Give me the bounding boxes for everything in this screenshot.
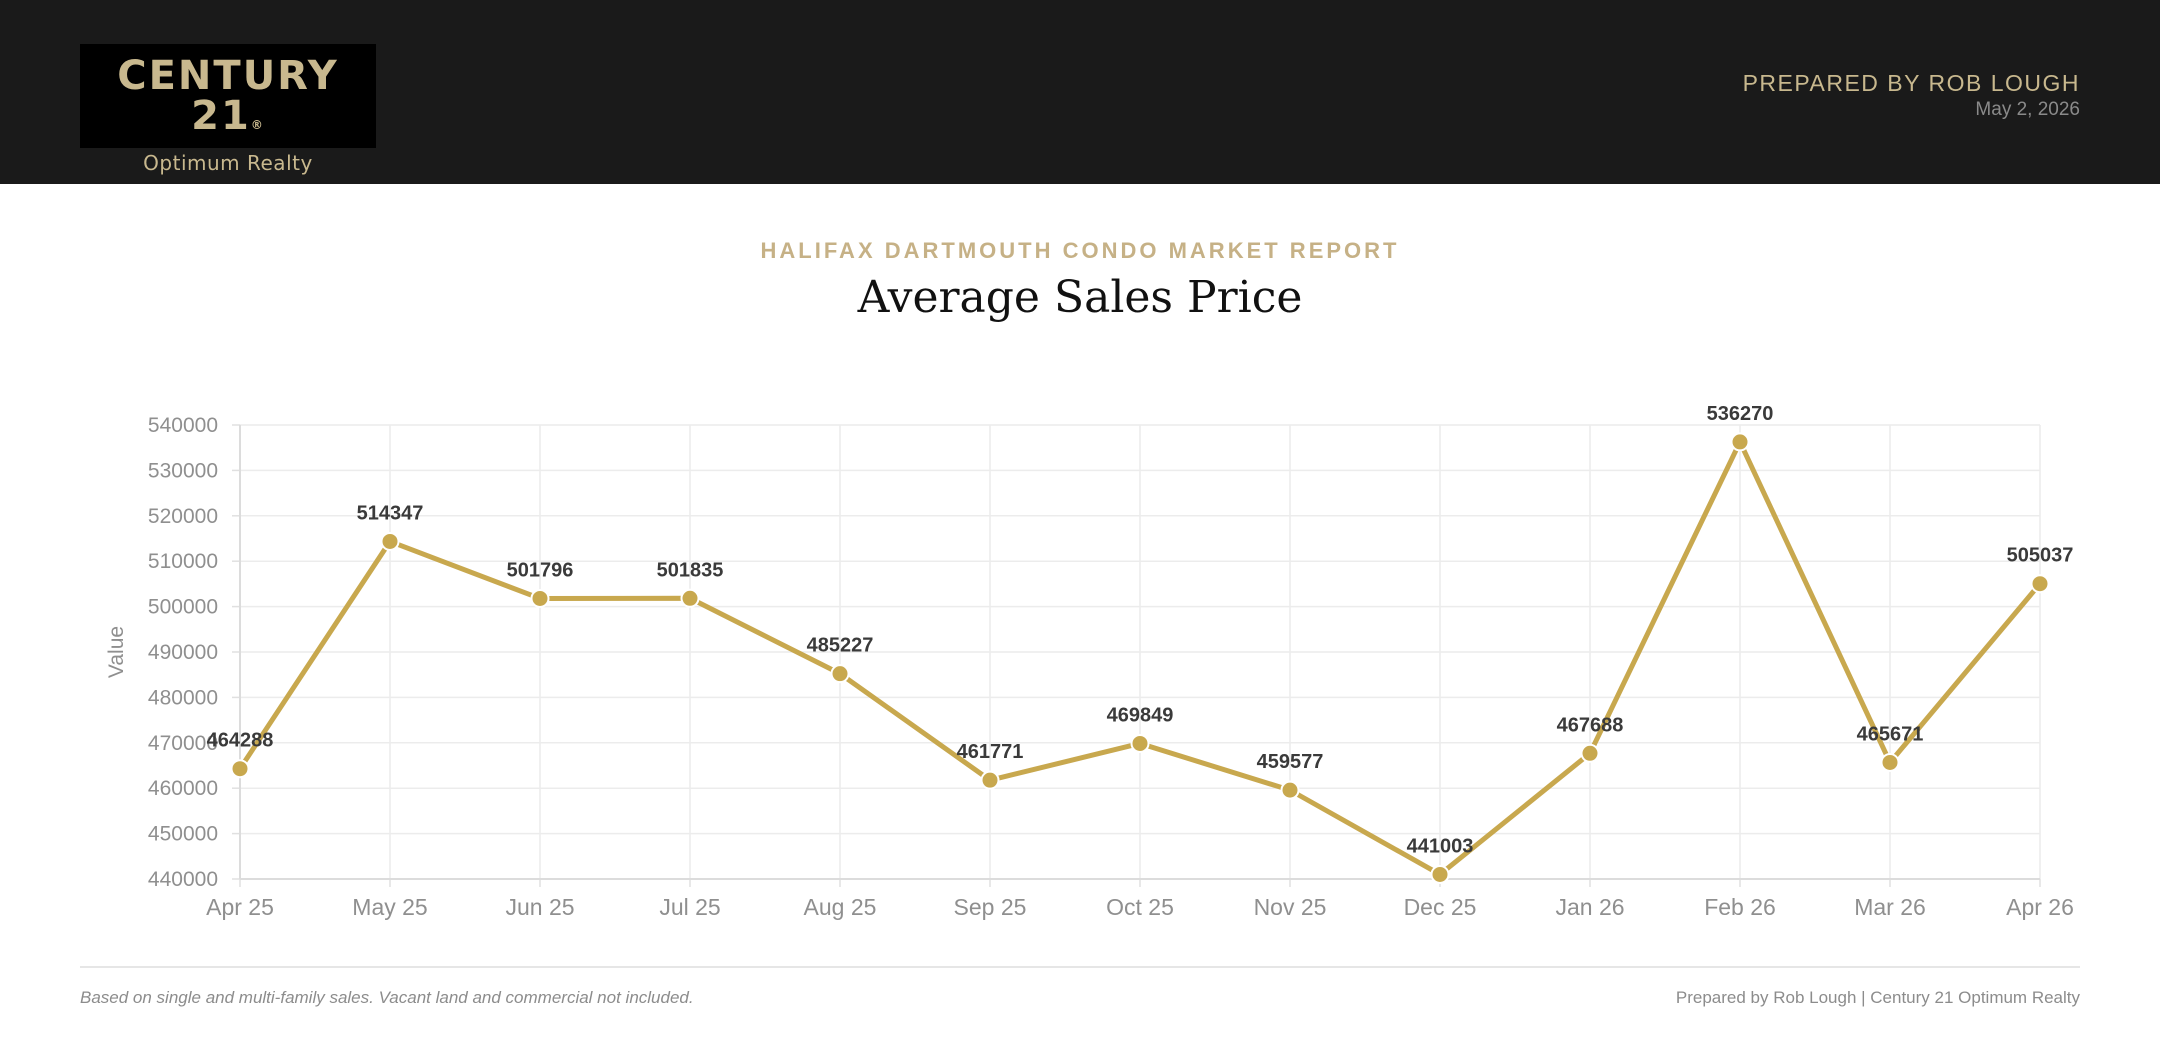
report-kicker: HALIFAX DARTMOUTH CONDO MARKET REPORT [760, 238, 1400, 263]
data-point [680, 588, 700, 608]
y-tick-label: 450000 [148, 823, 218, 846]
logo-trademark: ® [250, 118, 265, 132]
y-tick-label: 470000 [148, 732, 218, 755]
data-point [1580, 743, 1600, 763]
data-label: 485227 [807, 635, 874, 657]
data-point [1430, 864, 1450, 884]
data-point [380, 531, 400, 551]
data-label: 501796 [507, 559, 574, 581]
data-label: 461771 [957, 741, 1024, 763]
data-label: 464288 [207, 730, 274, 752]
x-tick-label: Apr 25 [206, 894, 274, 920]
report-header: CENTURY 21® Optimum Realty PREPARED BY R… [0, 0, 2160, 184]
x-tick-label: Oct 25 [1106, 894, 1174, 920]
y-tick-label: 510000 [148, 550, 218, 573]
y-tick-label: 520000 [148, 505, 218, 528]
data-label: 536270 [1707, 403, 1774, 425]
x-tick-label: May 25 [352, 894, 427, 920]
y-tick-label: 540000 [148, 414, 218, 437]
data-point [2030, 574, 2050, 594]
x-tick-label: Mar 26 [1854, 894, 1926, 920]
x-tick-label: Feb 26 [1704, 894, 1776, 920]
x-tick-label: Jan 26 [1555, 894, 1624, 920]
logo-brand: CENTURY 21® [117, 53, 339, 139]
chart-title: Average Sales Price [857, 272, 1303, 323]
y-tick-label: 460000 [148, 777, 218, 800]
data-label: 465671 [1857, 723, 1924, 745]
x-tick-label: Apr 26 [2006, 894, 2074, 920]
y-axis-label: Value [105, 626, 128, 678]
x-tick-label: Sep 25 [954, 894, 1027, 920]
data-point [830, 664, 850, 684]
prepared-block: PREPARED BY ROB LOUGH May 2, 2026 [1743, 69, 2080, 122]
data-point [1130, 733, 1150, 753]
y-tick-label: 480000 [148, 686, 218, 709]
data-label: 514347 [357, 502, 424, 524]
data-label: 459577 [1257, 751, 1324, 773]
data-point [1730, 432, 1750, 452]
x-tick-label: Dec 25 [1404, 894, 1477, 920]
report-date: May 2, 2026 [1975, 99, 2080, 120]
data-label: 505037 [2007, 545, 2074, 567]
data-point [230, 759, 250, 779]
x-tick-label: Aug 25 [804, 894, 877, 920]
x-tick-label: Jul 25 [659, 894, 720, 920]
century21-logo: CENTURY 21® Optimum Realty [80, 44, 376, 175]
y-tick-label: 490000 [148, 641, 218, 664]
x-tick-label: Jun 25 [505, 894, 574, 920]
prepared-by: PREPARED BY ROB LOUGH [1742, 70, 2080, 96]
logo-subtitle: Optimum Realty [143, 151, 313, 175]
data-point [1280, 780, 1300, 800]
data-label: 467688 [1557, 714, 1624, 736]
y-tick-label: 500000 [148, 596, 218, 619]
data-point [1880, 752, 1900, 772]
y-tick-label: 440000 [148, 868, 218, 891]
y-tick-label: 530000 [148, 459, 218, 482]
footer-credit: Prepared by Rob Lough | Century 21 Optim… [1675, 988, 2080, 1007]
footer-divider [80, 966, 2080, 968]
x-tick-label: Nov 25 [1254, 894, 1327, 920]
data-label: 469849 [1107, 704, 1174, 726]
data-point [980, 770, 1000, 790]
footer-note: Based on single and multi-family sales. … [80, 988, 694, 1007]
data-point [530, 588, 550, 608]
data-label: 501835 [657, 559, 724, 581]
data-label: 441003 [1407, 835, 1474, 857]
